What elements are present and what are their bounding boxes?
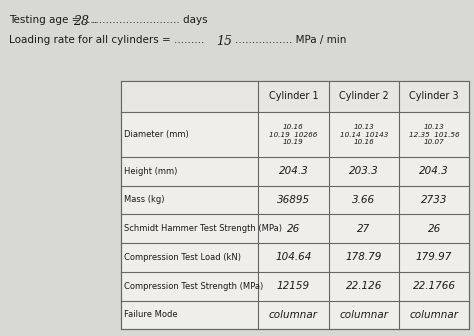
Text: Cylinder 2: Cylinder 2 (339, 91, 389, 101)
Text: 179.97: 179.97 (416, 252, 452, 262)
Text: 204.3: 204.3 (279, 166, 309, 176)
Text: Testing age = ....: Testing age = .... (9, 15, 98, 25)
Bar (121, 81, 469, 112)
Text: 15: 15 (216, 35, 232, 48)
Text: 10.16
10.19  10266
10.19: 10.16 10.19 10266 10.19 (269, 124, 318, 145)
Text: columnar: columnar (410, 310, 459, 320)
Text: Compression Test Load (kN): Compression Test Load (kN) (124, 253, 241, 262)
Text: columnar: columnar (339, 310, 388, 320)
Text: Failure Mode: Failure Mode (124, 310, 177, 320)
Text: 203.3: 203.3 (349, 166, 379, 176)
Text: 36895: 36895 (277, 195, 310, 205)
Text: Cylinder 3: Cylinder 3 (409, 91, 459, 101)
Text: Diameter (mm): Diameter (mm) (124, 130, 189, 139)
Text: Height (mm): Height (mm) (124, 167, 177, 176)
Bar (121, 81, 469, 329)
Text: Loading rate for all cylinders = .........: Loading rate for all cylinders = .......… (9, 35, 205, 45)
Text: Compression Test Strength (MPa): Compression Test Strength (MPa) (124, 282, 263, 291)
Text: 3.66: 3.66 (352, 195, 375, 205)
Text: 26: 26 (428, 224, 441, 234)
Text: 104.64: 104.64 (275, 252, 312, 262)
Text: 10.13
10.14  10143
10.16: 10.13 10.14 10143 10.16 (339, 124, 388, 145)
Text: columnar: columnar (269, 310, 318, 320)
Text: ................. MPa / min: ................. MPa / min (235, 35, 346, 45)
Text: 178.79: 178.79 (346, 252, 382, 262)
Text: .......................... days: .......................... days (92, 15, 208, 25)
Text: 10.13
12.35  101.56
10.07: 10.13 12.35 101.56 10.07 (409, 124, 459, 145)
Text: Cylinder 1: Cylinder 1 (269, 91, 319, 101)
Text: 12159: 12159 (277, 281, 310, 291)
Text: 2733: 2733 (421, 195, 447, 205)
Text: 204.3: 204.3 (419, 166, 449, 176)
Text: 22.1766: 22.1766 (412, 281, 456, 291)
Text: 28: 28 (73, 15, 90, 28)
Text: Schmidt Hammer Test Strength (MPa): Schmidt Hammer Test Strength (MPa) (124, 224, 282, 233)
Text: 26: 26 (287, 224, 300, 234)
Text: Mass (kg): Mass (kg) (124, 196, 164, 204)
Text: 27: 27 (357, 224, 370, 234)
Text: 22.126: 22.126 (346, 281, 382, 291)
